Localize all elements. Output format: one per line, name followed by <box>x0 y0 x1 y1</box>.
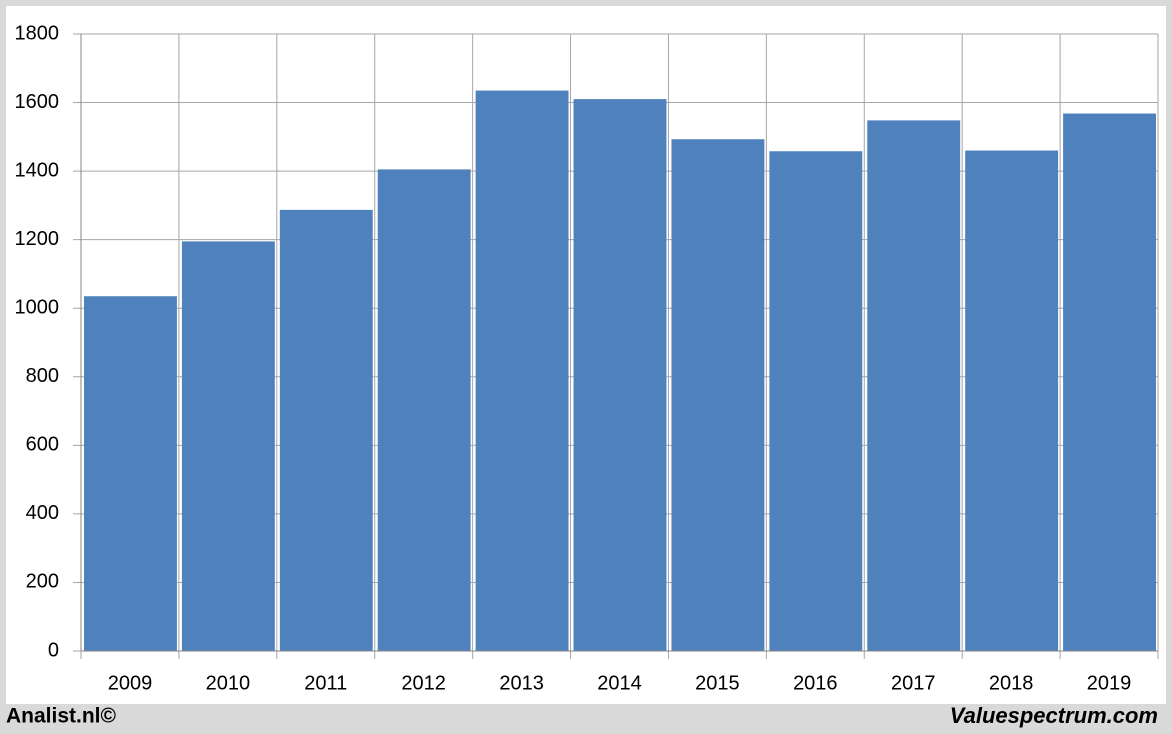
bar <box>84 296 177 651</box>
bar <box>475 90 569 651</box>
bar <box>1063 113 1156 652</box>
y-tick-label: 1200 <box>15 228 60 250</box>
source-left: Analist.nl© <box>6 705 117 728</box>
x-tick-label: 2015 <box>695 672 740 694</box>
bar <box>279 209 373 651</box>
x-tick-label: 2012 <box>401 672 446 694</box>
y-tick-label: 1000 <box>15 297 60 319</box>
y-tick-label: 800 <box>26 365 59 387</box>
y-tick-label: 1400 <box>15 159 60 181</box>
bar <box>671 139 765 651</box>
x-tick-label: 2016 <box>793 672 838 694</box>
bar <box>965 150 1059 652</box>
bar <box>573 99 667 651</box>
bar <box>769 151 863 652</box>
bar <box>867 120 961 651</box>
y-tick-label: 200 <box>26 571 59 593</box>
y-tick-label: 1800 <box>15 22 60 44</box>
bar <box>377 169 471 651</box>
x-tick-label: 2009 <box>108 672 153 694</box>
y-tick-label: 400 <box>26 502 59 524</box>
y-tick-label: 0 <box>48 639 59 661</box>
x-tick-label: 2019 <box>1087 672 1132 694</box>
x-tick-label: 2011 <box>304 672 347 694</box>
x-tick-label: 2013 <box>499 672 544 694</box>
x-tick-label: 2017 <box>891 672 936 694</box>
x-tick-label: 2010 <box>206 672 251 694</box>
bar <box>181 241 275 651</box>
y-tick-label: 1600 <box>15 91 60 113</box>
source-right: Valuespectrum.com <box>950 703 1158 728</box>
y-tick-label: 600 <box>26 434 59 456</box>
x-tick-label: 2018 <box>989 672 1034 694</box>
x-tick-label: 2014 <box>597 672 642 694</box>
